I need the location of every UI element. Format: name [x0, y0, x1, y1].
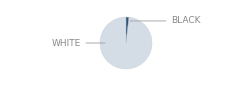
Wedge shape	[100, 17, 152, 69]
Text: WHITE: WHITE	[51, 38, 105, 48]
Wedge shape	[126, 17, 129, 43]
Text: BLACK: BLACK	[130, 16, 201, 25]
